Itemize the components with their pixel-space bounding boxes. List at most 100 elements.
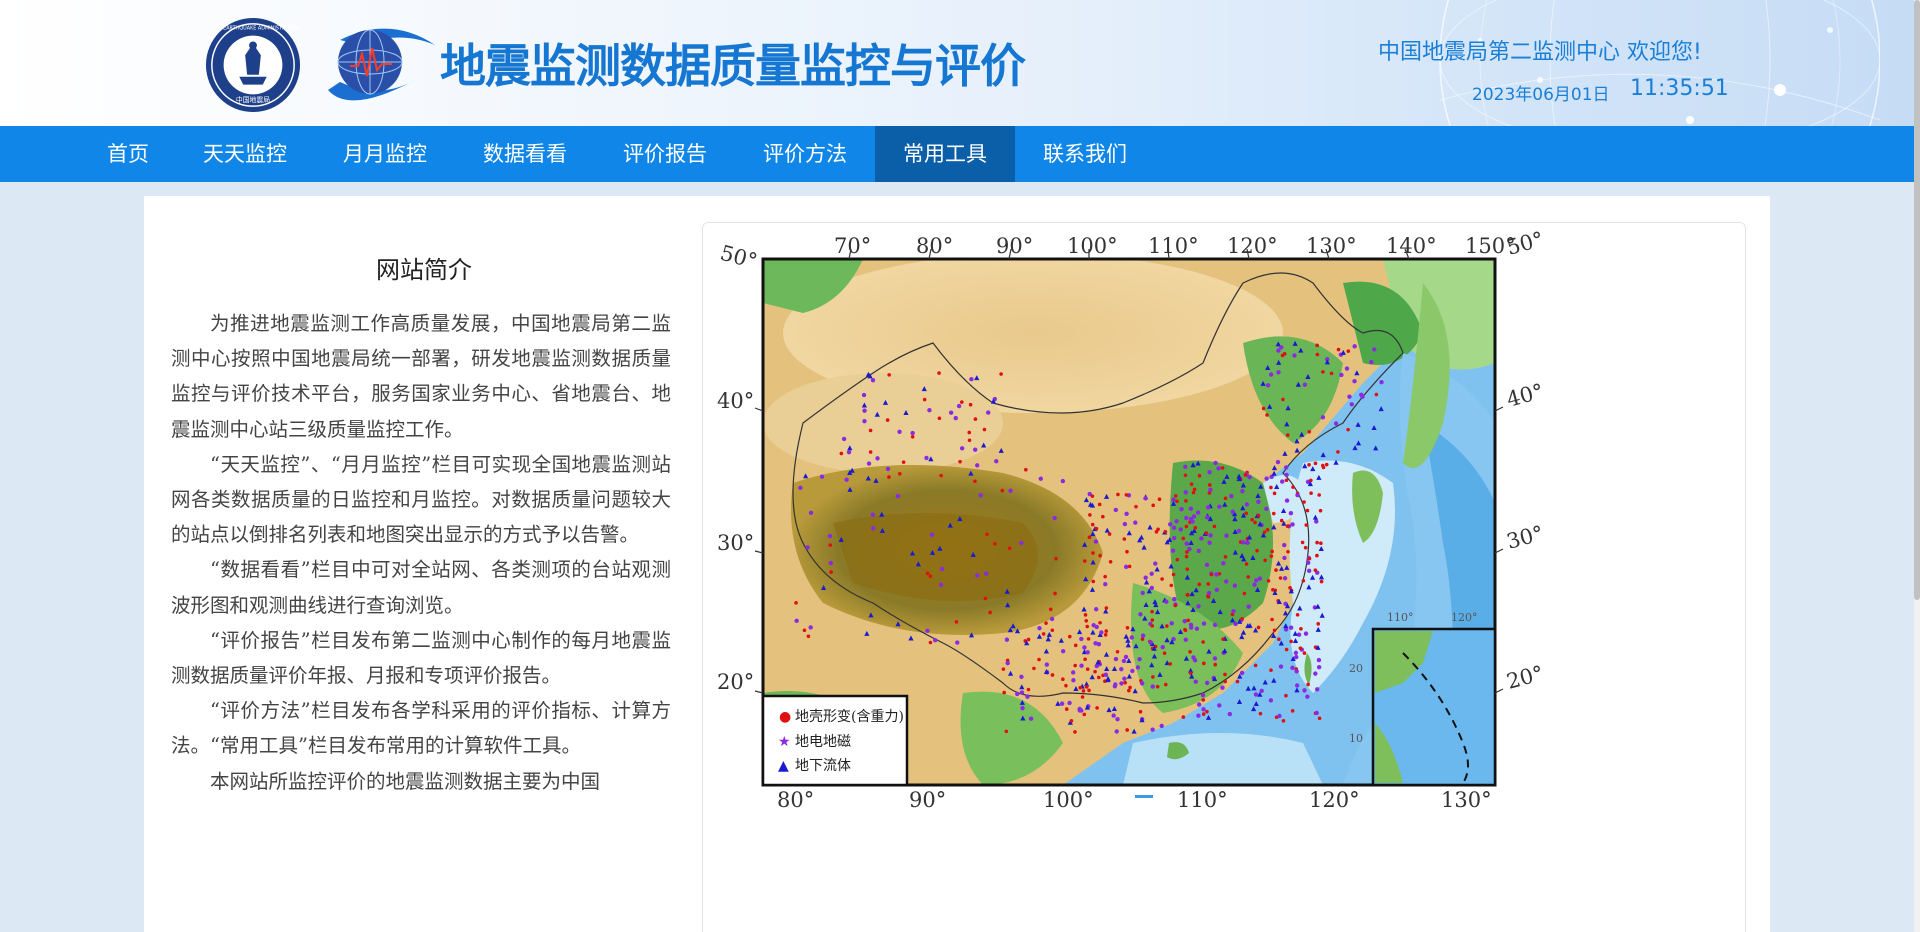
fluid-station-marker[interactable]: [1278, 640, 1284, 646]
deformation-station-marker[interactable]: [1223, 555, 1228, 559]
geomagnetic-station-marker[interactable]: [1139, 681, 1145, 686]
geomagnetic-station-marker[interactable]: [986, 410, 991, 415]
deformation-station-marker[interactable]: [1155, 684, 1160, 689]
geomagnetic-station-marker[interactable]: [1079, 663, 1084, 668]
deformation-station-marker[interactable]: [1270, 549, 1274, 554]
deformation-station-marker[interactable]: [1289, 639, 1293, 644]
nav-item-home[interactable]: 首页: [107, 142, 149, 166]
geomagnetic-station-marker[interactable]: [929, 532, 935, 538]
fluid-station-marker[interactable]: [1089, 586, 1096, 592]
deformation-station-marker[interactable]: [1183, 628, 1188, 633]
fluid-station-marker[interactable]: [1045, 636, 1051, 642]
fluid-station-marker[interactable]: [1305, 374, 1311, 380]
deformation-station-marker[interactable]: [1095, 706, 1099, 710]
geomagnetic-station-marker[interactable]: [1060, 478, 1066, 484]
fluid-station-marker[interactable]: [1019, 684, 1025, 690]
deformation-station-marker[interactable]: [960, 400, 964, 404]
geomagnetic-station-marker[interactable]: [956, 403, 962, 409]
deformation-station-marker[interactable]: [1185, 567, 1190, 571]
deformation-station-marker[interactable]: [1107, 532, 1112, 536]
geomagnetic-station-marker[interactable]: [1369, 359, 1374, 365]
fluid-station-marker[interactable]: [1143, 601, 1149, 607]
geomagnetic-station-marker[interactable]: [1227, 711, 1233, 717]
deformation-station-marker[interactable]: [1122, 537, 1127, 541]
geomagnetic-station-marker[interactable]: [973, 447, 978, 452]
geomagnetic-station-marker[interactable]: [1171, 535, 1177, 541]
deformation-station-marker[interactable]: [1188, 650, 1192, 654]
fluid-station-marker[interactable]: [1146, 588, 1152, 594]
geomagnetic-station-marker[interactable]: [1333, 421, 1339, 426]
fluid-station-marker[interactable]: [1246, 534, 1253, 540]
deformation-station-marker[interactable]: [1223, 496, 1228, 501]
deformation-station-marker[interactable]: [968, 402, 973, 407]
deformation-station-marker[interactable]: [1317, 716, 1322, 721]
deformation-station-marker[interactable]: [1082, 559, 1087, 563]
deformation-station-marker[interactable]: [1026, 687, 1031, 692]
geomagnetic-station-marker[interactable]: [1103, 672, 1109, 677]
deformation-station-marker[interactable]: [1223, 679, 1228, 684]
fluid-station-marker[interactable]: [1290, 655, 1296, 661]
fluid-station-marker[interactable]: [1333, 459, 1339, 465]
fluid-station-marker[interactable]: [1315, 626, 1321, 632]
geomagnetic-station-marker[interactable]: [1060, 649, 1066, 654]
geomagnetic-station-marker[interactable]: [1264, 476, 1269, 481]
fluid-station-marker[interactable]: [895, 621, 901, 627]
geomagnetic-station-marker[interactable]: [805, 545, 810, 550]
geomagnetic-station-marker[interactable]: [1284, 498, 1290, 503]
geomagnetic-station-marker[interactable]: [1252, 582, 1257, 587]
geomagnetic-station-marker[interactable]: [1196, 702, 1202, 707]
geomagnetic-station-marker[interactable]: [1212, 622, 1218, 628]
geomagnetic-station-marker[interactable]: [1314, 519, 1319, 524]
fluid-station-marker[interactable]: [1083, 681, 1090, 687]
fluid-station-marker[interactable]: [1354, 370, 1360, 376]
geomagnetic-station-marker[interactable]: [1191, 655, 1196, 660]
geomagnetic-station-marker[interactable]: [1133, 520, 1138, 525]
geomagnetic-station-marker[interactable]: [1183, 637, 1188, 642]
deformation-station-marker[interactable]: [828, 543, 833, 547]
geomagnetic-station-marker[interactable]: [1236, 528, 1242, 534]
geomagnetic-station-marker[interactable]: [1143, 496, 1148, 501]
deformation-station-marker[interactable]: [1285, 524, 1290, 528]
fluid-station-marker[interactable]: [820, 585, 827, 591]
geomagnetic-station-marker[interactable]: [1130, 668, 1135, 674]
deformation-station-marker[interactable]: [1269, 554, 1274, 558]
deformation-station-marker[interactable]: [1242, 591, 1247, 596]
geomagnetic-station-marker[interactable]: [1233, 621, 1238, 627]
geomagnetic-station-marker[interactable]: [1239, 670, 1245, 676]
fluid-station-marker[interactable]: [1153, 602, 1159, 608]
fluid-station-marker[interactable]: [1240, 505, 1246, 511]
geomagnetic-station-marker[interactable]: [1256, 499, 1261, 504]
fluid-station-marker[interactable]: [1126, 658, 1132, 664]
geomagnetic-station-marker[interactable]: [1124, 511, 1129, 517]
fluid-station-marker[interactable]: [1169, 639, 1175, 645]
deformation-station-marker[interactable]: [1313, 568, 1318, 573]
fluid-station-marker[interactable]: [1154, 566, 1160, 572]
fluid-station-marker[interactable]: [1309, 574, 1316, 580]
fluid-station-marker[interactable]: [1141, 544, 1147, 550]
deformation-station-marker[interactable]: [1083, 613, 1088, 617]
deformation-station-marker[interactable]: [1298, 646, 1303, 650]
fluid-station-marker[interactable]: [1090, 531, 1096, 537]
fluid-station-marker[interactable]: [1280, 508, 1287, 514]
fluid-station-marker[interactable]: [1319, 612, 1325, 618]
geomagnetic-station-marker[interactable]: [1015, 691, 1020, 697]
geomagnetic-station-marker[interactable]: [862, 419, 867, 424]
deformation-station-marker[interactable]: [1128, 685, 1132, 690]
deformation-station-marker[interactable]: [1081, 689, 1086, 693]
deformation-station-marker[interactable]: [1206, 582, 1211, 586]
geomagnetic-station-marker[interactable]: [1214, 572, 1219, 577]
deformation-station-marker[interactable]: [1302, 651, 1307, 655]
deformation-station-marker[interactable]: [1090, 522, 1095, 527]
fluid-station-marker[interactable]: [1154, 609, 1161, 615]
geomagnetic-station-marker[interactable]: [953, 415, 958, 421]
deformation-station-marker[interactable]: [1235, 679, 1240, 684]
deformation-station-marker[interactable]: [1291, 485, 1295, 489]
deformation-station-marker[interactable]: [1272, 628, 1277, 633]
fluid-station-marker[interactable]: [1193, 587, 1199, 593]
geomagnetic-station-marker[interactable]: [1294, 683, 1300, 688]
fluid-station-marker[interactable]: [1058, 637, 1064, 643]
deformation-station-marker[interactable]: [1309, 478, 1313, 483]
deformation-station-marker[interactable]: [1085, 624, 1090, 629]
fluid-station-marker[interactable]: [1373, 445, 1379, 451]
geomagnetic-station-marker[interactable]: [870, 512, 876, 517]
